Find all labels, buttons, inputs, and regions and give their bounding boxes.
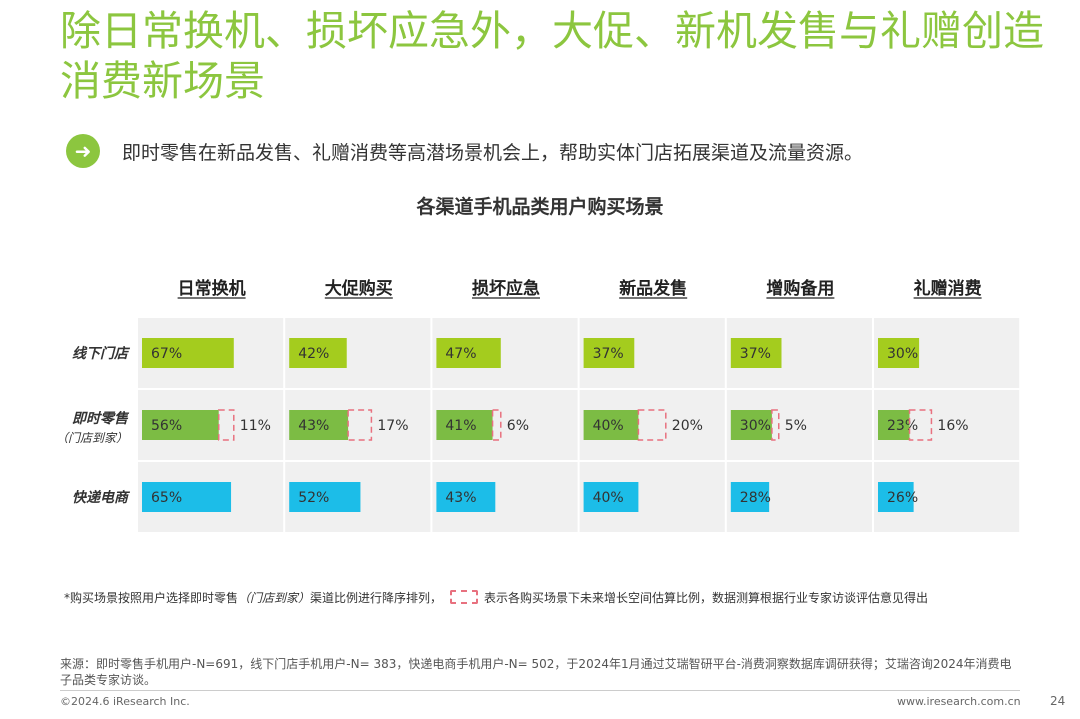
bar-value-label: 65% — [151, 490, 182, 506]
category-header: 新品发售 — [619, 278, 687, 299]
bar-value-label: 42% — [298, 346, 329, 362]
footnote-suffix: 表示各购买场景下未来增长空间估算比例，数据测算根据行业专家访谈评估意见得出 — [484, 590, 929, 605]
bar-value-label: 67% — [151, 346, 182, 362]
bar — [289, 482, 361, 512]
footnote-italic: （门店到家） — [238, 590, 311, 605]
bar — [878, 338, 920, 368]
bar-value-label: 40% — [593, 490, 624, 506]
bar-value-label: 41% — [445, 418, 476, 434]
growth-value-label: 5% — [785, 418, 807, 434]
growth-value-label: 20% — [672, 418, 703, 434]
growth-box — [771, 409, 780, 441]
copyright: ©2024.6 iResearch Inc. — [60, 695, 190, 708]
bar — [878, 410, 910, 440]
growth-box — [637, 409, 667, 441]
bar-value-label: 26% — [887, 490, 918, 506]
bar — [436, 482, 496, 512]
bar — [142, 410, 219, 440]
bar — [583, 482, 639, 512]
growth-value-label: 6% — [507, 418, 529, 434]
footnote-middle: 渠道比例进行降序排列， — [310, 590, 443, 605]
growth-box — [217, 409, 235, 441]
bar-value-label: 40% — [593, 418, 624, 434]
page-number: 24 — [1050, 694, 1066, 708]
bar — [730, 482, 770, 512]
bar — [289, 338, 347, 368]
bar — [583, 410, 639, 440]
arrow-right-circle-icon: ➜ — [66, 134, 100, 168]
bar — [436, 410, 493, 440]
bar-value-label: 56% — [151, 418, 182, 434]
bar-value-label: 30% — [887, 346, 918, 362]
growth-box — [908, 409, 933, 441]
row-label: 快递电商 — [72, 489, 131, 506]
page-title: 除日常换机、损坏应急外，大促、新机发售与礼赠创造消费新场景 — [60, 7, 1044, 105]
bar — [289, 410, 349, 440]
row-sublabel: （门店到家） — [56, 431, 128, 445]
bar — [436, 338, 501, 368]
growth-value-label: 11% — [240, 418, 271, 434]
bar-value-label: 30% — [740, 418, 771, 434]
growth-legend-swatch — [450, 590, 479, 604]
bar — [730, 338, 782, 368]
bar-value-label: 28% — [740, 490, 771, 506]
bar-value-label: 43% — [445, 490, 476, 506]
bar — [730, 410, 772, 440]
bar-value-label: 37% — [740, 346, 771, 362]
row-label: 线下门店 — [72, 345, 131, 362]
bar — [878, 482, 914, 512]
growth-value-label: 17% — [377, 418, 408, 434]
subtitle: 即时零售在新品发售、礼赠消费等高潜场景机会上，帮助实体门店拓展渠道及流量资源。 — [122, 141, 864, 164]
footnote-prefix: *购买场景按照用户选择即时零售 — [64, 590, 239, 605]
growth-box — [491, 409, 502, 441]
footer-divider — [60, 690, 1020, 691]
bar — [142, 338, 234, 368]
bar-value-label: 23% — [887, 418, 918, 434]
website: www.iresearch.com.cn — [897, 695, 1021, 708]
category-header: 增购备用 — [766, 278, 834, 299]
category-header: 大促购买 — [325, 278, 393, 299]
bar — [142, 482, 232, 512]
category-header: 损坏应急 — [472, 278, 540, 299]
bar-value-label: 47% — [445, 346, 476, 362]
row-label: 即时零售 — [72, 410, 130, 427]
footnote: *购买场景按照用户选择即时零售 （门店到家） 渠道比例进行降序排列， 表示各购买… — [64, 586, 928, 608]
bar-value-label: 37% — [593, 346, 624, 362]
category-header: 礼赠消费 — [914, 278, 982, 299]
bar-value-label: 43% — [298, 418, 329, 434]
growth-box — [347, 409, 373, 441]
bar-value-label: 52% — [298, 490, 329, 506]
source-note: 来源：即时零售手机用户-N=691，线下门店手机用户-N= 383，快递电商手机… — [60, 657, 1012, 687]
bar — [583, 338, 635, 368]
growth-value-label: 16% — [937, 418, 968, 434]
subtitle-row: ➜ 即时零售在新品发售、礼赠消费等高潜场景机会上，帮助实体门店拓展渠道及流量资源… — [66, 134, 863, 168]
category-header: 日常换机 — [178, 278, 246, 299]
chart-title: 各渠道手机品类用户购买场景 — [416, 196, 664, 218]
